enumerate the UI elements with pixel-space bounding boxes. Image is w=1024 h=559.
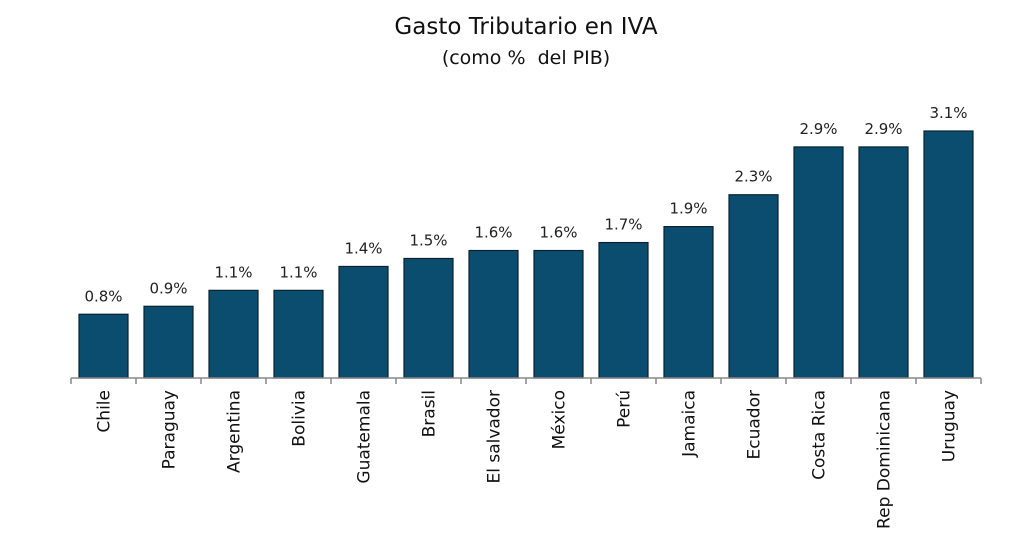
x-tick-label: Bolivia — [290, 390, 310, 447]
x-tick-label: Paraguay — [160, 390, 180, 469]
bar-costa-rica — [793, 146, 844, 379]
bar-paraguay — [143, 305, 194, 379]
bar-uruguay — [923, 130, 974, 379]
bar-chile — [78, 313, 129, 379]
x-tick-label: Rep Dominicana — [875, 390, 895, 529]
data-label: 1.1% — [279, 263, 317, 281]
data-label: 1.4% — [344, 239, 382, 257]
data-label: 2.3% — [734, 168, 772, 186]
bar-el-salvador — [468, 249, 519, 379]
data-label: 2.9% — [864, 120, 902, 138]
chart-subtitle: (como % del PIB) — [442, 47, 610, 69]
chart-title: Gasto Tributario en IVA — [394, 14, 657, 40]
data-label: 1.6% — [539, 224, 577, 242]
x-tick-label: Jamaica — [680, 390, 700, 458]
data-label: 3.1% — [929, 104, 967, 122]
x-tick-label: Argentina — [225, 390, 245, 473]
data-label: 0.8% — [84, 287, 122, 305]
bar-rep-dominicana — [858, 146, 909, 379]
data-label: 1.9% — [669, 200, 707, 218]
data-label: 0.9% — [149, 279, 187, 297]
x-axis: Chile Paraguay Argentina Bolivia Guatemala Br… — [70, 377, 982, 529]
bar-argentina — [208, 289, 259, 379]
x-tick-label: Brasil — [420, 390, 440, 437]
bars-group: 0.8% 0.9% 1.1% 1.1% 1.4% 1.5% 1.6% 1.6% 1.7% 1.9%… — [78, 104, 974, 379]
data-label: 1.5% — [409, 231, 447, 249]
bar-ecuador — [728, 194, 779, 379]
bar-guatemala — [338, 265, 389, 379]
bar-méxico — [533, 249, 584, 379]
x-tick-label: Uruguay — [940, 390, 960, 462]
bar-bolivia — [273, 289, 324, 379]
x-tick-label: El salvador — [485, 390, 505, 484]
x-tick-label: Costa Rica — [810, 390, 830, 480]
data-label: 2.9% — [799, 120, 837, 138]
x-tick-label: Perú — [615, 390, 635, 428]
bar-perú — [598, 241, 649, 379]
x-tick-label: Guatemala — [355, 390, 375, 484]
x-tick-label: Ecuador — [745, 390, 765, 459]
bar-brasil — [403, 257, 454, 379]
bar-jamaica — [663, 226, 714, 379]
x-tick-label: Chile — [95, 390, 115, 433]
data-label: 1.1% — [214, 263, 252, 281]
x-tick-label: México — [550, 390, 570, 449]
data-label: 1.6% — [474, 224, 512, 242]
data-label: 1.7% — [604, 216, 642, 234]
